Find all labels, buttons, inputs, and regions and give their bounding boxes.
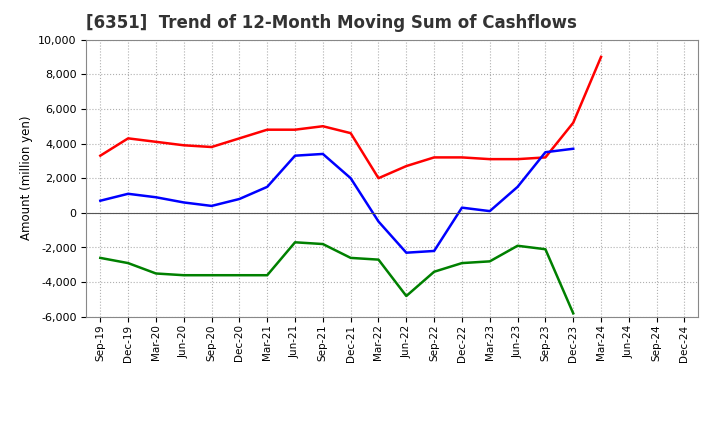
Investing Cashflow <box>569 311 577 316</box>
Line: Free Cashflow: Free Cashflow <box>100 149 573 253</box>
Investing Cashflow <box>318 242 327 247</box>
Operating Cashflow <box>374 176 383 181</box>
Free Cashflow <box>513 184 522 190</box>
Free Cashflow <box>318 151 327 157</box>
Free Cashflow <box>402 250 410 255</box>
Investing Cashflow <box>96 255 104 260</box>
Y-axis label: Amount (million yen): Amount (million yen) <box>19 116 32 240</box>
Operating Cashflow <box>569 120 577 125</box>
Investing Cashflow <box>124 260 132 266</box>
Investing Cashflow <box>235 272 243 278</box>
Investing Cashflow <box>402 293 410 299</box>
Free Cashflow <box>458 205 467 210</box>
Free Cashflow <box>485 209 494 214</box>
Operating Cashflow <box>291 127 300 132</box>
Operating Cashflow <box>402 163 410 169</box>
Free Cashflow <box>374 219 383 224</box>
Operating Cashflow <box>235 136 243 141</box>
Operating Cashflow <box>597 54 606 59</box>
Operating Cashflow <box>318 124 327 129</box>
Operating Cashflow <box>207 144 216 150</box>
Free Cashflow <box>291 153 300 158</box>
Operating Cashflow <box>346 131 355 136</box>
Investing Cashflow <box>458 260 467 266</box>
Investing Cashflow <box>207 272 216 278</box>
Operating Cashflow <box>458 155 467 160</box>
Operating Cashflow <box>513 157 522 162</box>
Investing Cashflow <box>263 272 271 278</box>
Operating Cashflow <box>430 155 438 160</box>
Line: Operating Cashflow: Operating Cashflow <box>100 57 601 178</box>
Investing Cashflow <box>541 246 550 252</box>
Free Cashflow <box>569 146 577 151</box>
Investing Cashflow <box>430 269 438 275</box>
Free Cashflow <box>263 184 271 190</box>
Free Cashflow <box>235 196 243 202</box>
Line: Investing Cashflow: Investing Cashflow <box>100 242 573 313</box>
Investing Cashflow <box>374 257 383 262</box>
Free Cashflow <box>124 191 132 196</box>
Operating Cashflow <box>124 136 132 141</box>
Operating Cashflow <box>179 143 188 148</box>
Free Cashflow <box>430 248 438 253</box>
Free Cashflow <box>346 176 355 181</box>
Operating Cashflow <box>485 157 494 162</box>
Investing Cashflow <box>346 255 355 260</box>
Operating Cashflow <box>152 139 161 144</box>
Investing Cashflow <box>485 259 494 264</box>
Investing Cashflow <box>291 240 300 245</box>
Text: [6351]  Trend of 12-Month Moving Sum of Cashflows: [6351] Trend of 12-Month Moving Sum of C… <box>86 15 577 33</box>
Legend: Operating Cashflow, Investing Cashflow, Free Cashflow: Operating Cashflow, Investing Cashflow, … <box>162 439 623 440</box>
Free Cashflow <box>96 198 104 203</box>
Investing Cashflow <box>179 272 188 278</box>
Investing Cashflow <box>152 271 161 276</box>
Operating Cashflow <box>96 153 104 158</box>
Investing Cashflow <box>513 243 522 249</box>
Free Cashflow <box>207 203 216 209</box>
Operating Cashflow <box>263 127 271 132</box>
Free Cashflow <box>541 150 550 155</box>
Operating Cashflow <box>541 155 550 160</box>
Free Cashflow <box>179 200 188 205</box>
Free Cashflow <box>152 194 161 200</box>
